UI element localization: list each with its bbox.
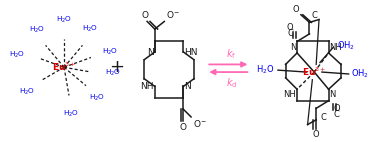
Text: N: N: [147, 48, 154, 57]
Text: HN: HN: [184, 48, 198, 57]
Text: H$_2$O: H$_2$O: [105, 68, 121, 78]
Text: H$_2$O: H$_2$O: [82, 24, 98, 34]
Text: O: O: [180, 123, 187, 132]
Text: H$_2$O: H$_2$O: [102, 47, 118, 57]
Text: Eu$^{3+}$: Eu$^{3+}$: [302, 66, 327, 78]
Text: N: N: [330, 90, 336, 99]
Text: O: O: [333, 104, 340, 113]
Text: O: O: [292, 5, 299, 14]
Text: NH: NH: [330, 43, 342, 52]
Text: NH: NH: [284, 90, 296, 99]
Text: C: C: [333, 110, 339, 119]
Text: C: C: [287, 29, 293, 38]
Text: H$_2$O: H$_2$O: [19, 87, 35, 97]
Text: NH: NH: [140, 82, 154, 91]
Text: C: C: [321, 113, 327, 122]
Text: O: O: [313, 130, 319, 139]
Text: H$_2$O: H$_2$O: [9, 50, 25, 60]
Text: H$_2$O: H$_2$O: [29, 25, 45, 35]
Text: N: N: [184, 82, 191, 91]
Text: +: +: [109, 58, 124, 76]
Text: C: C: [311, 12, 317, 20]
Text: N: N: [290, 43, 296, 52]
Text: O$^{-}$: O$^{-}$: [193, 118, 207, 129]
Text: O: O: [287, 23, 293, 32]
Text: O: O: [142, 12, 149, 20]
Text: $k_\mathrm{d}$: $k_\mathrm{d}$: [226, 76, 237, 90]
Text: O$^{-}$: O$^{-}$: [166, 10, 180, 20]
Text: Eu$^{3+}$: Eu$^{3+}$: [52, 61, 76, 73]
Text: OH$_2$: OH$_2$: [350, 68, 369, 80]
Text: H$_2$O: H$_2$O: [63, 109, 79, 119]
Text: H$_2$O: H$_2$O: [56, 15, 72, 25]
Text: H$_2$O: H$_2$O: [256, 64, 274, 76]
Text: $k_\mathrm{f}$: $k_\mathrm{f}$: [226, 47, 236, 61]
Text: H$_2$O: H$_2$O: [89, 93, 105, 103]
Text: OH$_2$: OH$_2$: [337, 39, 355, 52]
